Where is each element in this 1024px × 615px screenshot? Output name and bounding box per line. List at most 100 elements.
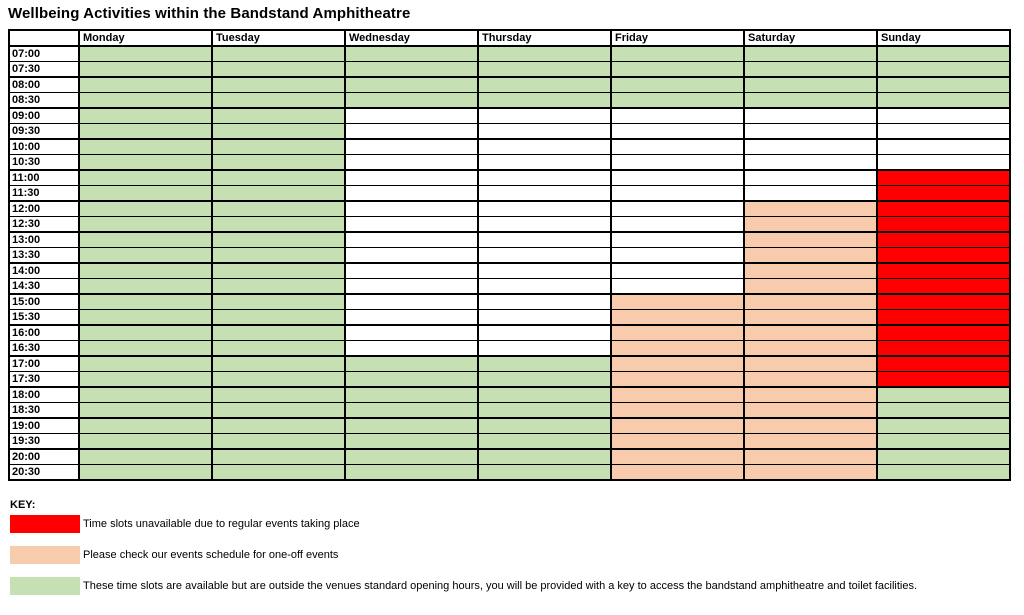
cell-wednesday-1500 <box>344 293 479 310</box>
cell-wednesday-1130 <box>344 185 479 202</box>
cell-friday-1700 <box>610 355 745 372</box>
page-title: Wellbeing Activities within the Bandstan… <box>8 5 411 22</box>
cell-wednesday-1430 <box>344 278 479 295</box>
cell-wednesday-1830 <box>344 402 479 419</box>
cell-sunday-1400 <box>876 262 1011 279</box>
cell-monday-1530 <box>78 309 213 326</box>
cell-friday-1230 <box>610 216 745 233</box>
cell-wednesday-1000 <box>344 138 479 155</box>
schedule-row-1300: 13:00 <box>8 231 1011 248</box>
cell-friday-1830 <box>610 402 745 419</box>
cell-tuesday-1330 <box>211 247 346 264</box>
key-label: KEY: <box>10 499 36 511</box>
time-label: 08:30 <box>8 92 80 109</box>
schedule-row-1100: 11:00 <box>8 169 1011 186</box>
cell-tuesday-1000 <box>211 138 346 155</box>
key-section: KEY: Time slots unavailable due to regul… <box>10 499 1024 595</box>
cell-friday-1900 <box>610 417 745 434</box>
cell-monday-0830 <box>78 92 213 109</box>
schedule-row-1830: 18:30 <box>8 402 1011 419</box>
key-items: Time slots unavailable due to regular ev… <box>10 515 1024 595</box>
cell-wednesday-1800 <box>344 386 479 403</box>
cell-saturday-1500 <box>743 293 878 310</box>
cell-monday-1800 <box>78 386 213 403</box>
cell-sunday-1200 <box>876 200 1011 217</box>
cell-sunday-1030 <box>876 154 1011 171</box>
schedule-row-2000: 20:00 <box>8 448 1011 465</box>
time-label: 10:00 <box>8 138 80 155</box>
cell-saturday-2030 <box>743 464 878 481</box>
schedule-row-1700: 17:00 <box>8 355 1011 372</box>
cell-monday-1630 <box>78 340 213 357</box>
cell-thursday-1400 <box>477 262 612 279</box>
cell-thursday-0930 <box>477 123 612 140</box>
cell-wednesday-1530 <box>344 309 479 326</box>
cell-wednesday-0700 <box>344 45 479 62</box>
time-label: 12:30 <box>8 216 80 233</box>
cell-monday-1900 <box>78 417 213 434</box>
cell-thursday-2000 <box>477 448 612 465</box>
cell-monday-0730 <box>78 61 213 78</box>
cell-saturday-1200 <box>743 200 878 217</box>
cell-thursday-1900 <box>477 417 612 434</box>
cell-tuesday-1100 <box>211 169 346 186</box>
cell-tuesday-1300 <box>211 231 346 248</box>
cell-sunday-1100 <box>876 169 1011 186</box>
schedule-row-1900: 19:00 <box>8 417 1011 434</box>
day-header-monday: Monday <box>78 29 213 47</box>
cell-tuesday-0930 <box>211 123 346 140</box>
schedule-row-1200: 12:00 <box>8 200 1011 217</box>
cell-saturday-1900 <box>743 417 878 434</box>
cell-sunday-1000 <box>876 138 1011 155</box>
cell-thursday-1330 <box>477 247 612 264</box>
schedule-row-0700: 07:00 <box>8 45 1011 62</box>
cell-monday-1830 <box>78 402 213 419</box>
schedule-row-0800: 08:00 <box>8 76 1011 93</box>
schedule-row-0830: 08:30 <box>8 92 1011 109</box>
cell-monday-1030 <box>78 154 213 171</box>
cell-monday-1700 <box>78 355 213 372</box>
schedule-row-1230: 12:30 <box>8 216 1011 233</box>
cell-thursday-1200 <box>477 200 612 217</box>
cell-wednesday-1230 <box>344 216 479 233</box>
cell-tuesday-2030 <box>211 464 346 481</box>
cell-thursday-1000 <box>477 138 612 155</box>
cell-tuesday-1400 <box>211 262 346 279</box>
time-label: 17:30 <box>8 371 80 388</box>
time-label: 20:00 <box>8 448 80 465</box>
cell-friday-0700 <box>610 45 745 62</box>
cell-thursday-0830 <box>477 92 612 109</box>
day-header-saturday: Saturday <box>743 29 878 47</box>
cell-sunday-1300 <box>876 231 1011 248</box>
time-label: 19:00 <box>8 417 80 434</box>
cell-tuesday-1900 <box>211 417 346 434</box>
cell-saturday-0830 <box>743 92 878 109</box>
corner-cell <box>8 29 80 47</box>
cell-sunday-1600 <box>876 324 1011 341</box>
schedule-row-1400: 14:00 <box>8 262 1011 279</box>
cell-tuesday-0800 <box>211 76 346 93</box>
time-label: 14:00 <box>8 262 80 279</box>
cell-friday-1530 <box>610 309 745 326</box>
cell-thursday-1030 <box>477 154 612 171</box>
cell-sunday-1430 <box>876 278 1011 295</box>
time-label: 13:30 <box>8 247 80 264</box>
cell-wednesday-0730 <box>344 61 479 78</box>
cell-saturday-1930 <box>743 433 878 450</box>
day-header-wednesday: Wednesday <box>344 29 479 47</box>
cell-saturday-1630 <box>743 340 878 357</box>
cell-saturday-1330 <box>743 247 878 264</box>
cell-monday-1600 <box>78 324 213 341</box>
cell-thursday-1430 <box>477 278 612 295</box>
cell-wednesday-1930 <box>344 433 479 450</box>
cell-monday-1730 <box>78 371 213 388</box>
cell-tuesday-1930 <box>211 433 346 450</box>
cell-sunday-1500 <box>876 293 1011 310</box>
key-swatch-r <box>10 515 80 533</box>
schedule-row-0930: 09:30 <box>8 123 1011 140</box>
cell-thursday-1130 <box>477 185 612 202</box>
schedule-row-1500: 15:00 <box>8 293 1011 310</box>
cell-wednesday-1730 <box>344 371 479 388</box>
cell-tuesday-1700 <box>211 355 346 372</box>
time-label: 20:30 <box>8 464 80 481</box>
